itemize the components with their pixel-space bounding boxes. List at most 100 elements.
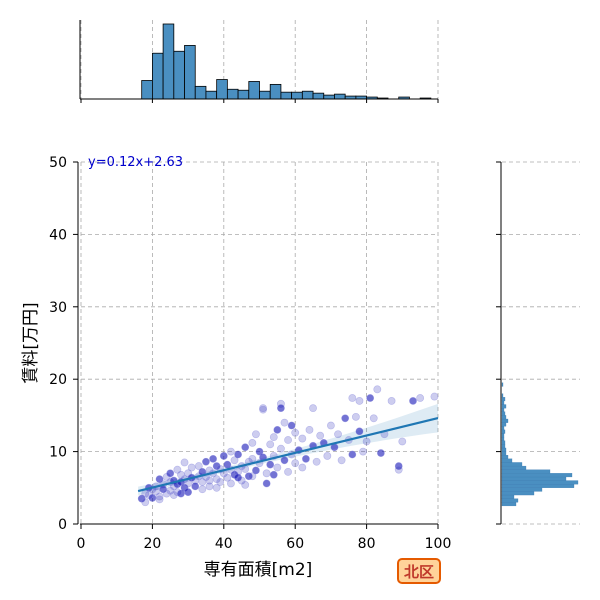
scatter-point	[373, 385, 382, 394]
scatter-point	[359, 447, 367, 456]
scatter-point	[227, 447, 235, 456]
top-hist-bar	[334, 93, 346, 100]
scatter-point	[287, 421, 296, 430]
regression-equation: y=0.12x+2.63	[88, 155, 183, 170]
right-hist-bar	[501, 422, 507, 427]
right-histogram	[496, 161, 580, 525]
regression-line	[137, 417, 439, 493]
right-hist-bar	[501, 469, 551, 474]
top-hist-bar	[151, 52, 164, 100]
right-hist-bar	[501, 429, 506, 434]
y-tick-label: 20	[49, 372, 67, 388]
right-hist-bar	[501, 400, 505, 405]
top-hist-bar	[280, 91, 293, 100]
top-hist-bar	[312, 92, 325, 100]
right-hist-bar	[501, 433, 505, 438]
y-tick-label: 30	[49, 300, 67, 316]
top-hist-bar	[237, 89, 250, 100]
right-hist-bar	[501, 418, 509, 423]
scatter-point	[334, 430, 342, 439]
scatter-point	[262, 469, 271, 478]
scatter-point	[398, 437, 407, 446]
top-hist-bar	[162, 23, 175, 100]
right-hist-bar	[501, 451, 507, 456]
scatter-point	[155, 495, 164, 504]
scatter-point	[255, 447, 264, 456]
scatter-point	[141, 498, 150, 507]
scatter-point	[252, 466, 260, 475]
top-hist-bar	[194, 85, 207, 100]
right-hist-bar	[501, 444, 506, 449]
scatter-point	[191, 482, 200, 491]
scatter-point	[148, 494, 157, 502]
right-hist-bar	[501, 408, 505, 412]
top-hist-bar	[184, 45, 196, 100]
top-histogram	[79, 20, 439, 103]
scatter-point	[316, 431, 325, 440]
scatter-point	[266, 460, 275, 469]
right-hist-bar	[501, 440, 506, 445]
top-hist-bar	[291, 91, 303, 100]
right-hist-bar	[501, 491, 535, 496]
y-axis-label: 賃料[万円]	[21, 302, 41, 383]
scatter-point	[416, 394, 425, 402]
scatter-point	[362, 437, 371, 446]
right-hist-bar	[501, 502, 517, 507]
scatter-point	[387, 397, 396, 405]
scatter-point	[291, 428, 300, 437]
right-hist-bar	[501, 480, 579, 485]
scatter-point	[394, 465, 403, 474]
x-tick-label: 0	[77, 536, 86, 552]
top-hist-bar	[226, 88, 239, 100]
right-hist-bar	[501, 498, 519, 503]
right-hist-bar	[501, 487, 543, 492]
right-hist-bar	[501, 397, 506, 402]
scatter-point	[234, 473, 242, 482]
scatter-point	[284, 436, 292, 444]
scatter-point	[277, 404, 285, 413]
right-hist-bar	[501, 411, 506, 416]
scatter-point	[230, 456, 239, 465]
scatter-point	[409, 397, 417, 405]
scatter-point	[337, 456, 346, 465]
scatter-point	[273, 463, 282, 472]
scatter-point	[177, 489, 185, 498]
scatter-point	[277, 444, 285, 453]
right-hist-bar	[501, 484, 575, 488]
scatter-point	[262, 479, 271, 488]
top-hist-bar	[141, 80, 153, 100]
top-hist-bar	[205, 90, 218, 100]
right-hist-bar	[501, 458, 513, 463]
scatter-point	[205, 482, 214, 491]
scatter-point	[166, 469, 175, 478]
right-hist-bar	[501, 404, 507, 409]
right-hist-bar	[501, 494, 515, 499]
top-hist-bar	[248, 81, 260, 100]
top-hist-bar	[259, 90, 271, 100]
right-hist-bar	[501, 465, 527, 470]
scatter-point	[180, 458, 189, 467]
scatter-point	[291, 459, 300, 468]
right-hist-bar	[501, 473, 573, 478]
scatter-point	[366, 394, 375, 402]
x-tick-label: 80	[358, 536, 376, 552]
scatter-point	[323, 452, 332, 460]
scatter-point	[430, 392, 439, 401]
scatter-point	[216, 478, 225, 486]
x-tick-label: 40	[215, 536, 233, 552]
scatter-point	[198, 485, 207, 494]
top-hist-bar	[323, 94, 335, 100]
top-hist-bar	[173, 50, 185, 100]
x-tick-label: 100	[425, 536, 452, 552]
scatter-point	[280, 418, 289, 427]
scatter-point	[223, 473, 232, 482]
right-hist-bar	[501, 415, 507, 420]
scatter-point	[259, 405, 267, 414]
scatter-point	[369, 414, 378, 423]
scatter-point	[248, 472, 257, 481]
scatter-point	[252, 430, 260, 439]
x-tick-label: 20	[143, 536, 161, 552]
scatter-point	[284, 467, 292, 476]
scatter-point	[348, 394, 357, 402]
